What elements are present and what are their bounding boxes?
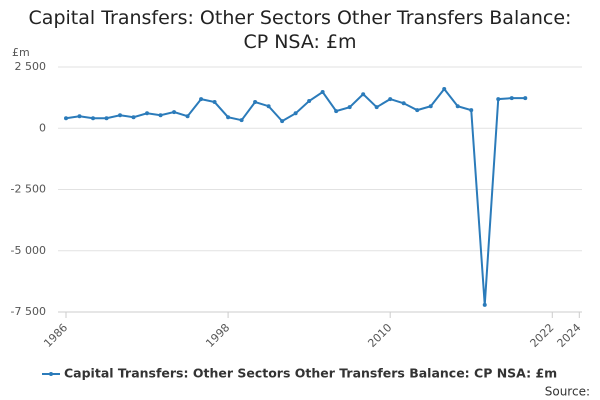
- marker: [482, 302, 487, 307]
- marker: [145, 111, 150, 116]
- chart-title: Capital Transfers: Other Sectors Other T…: [28, 7, 572, 53]
- marker: [280, 119, 285, 124]
- marker: [415, 108, 420, 113]
- marker: [158, 113, 163, 118]
- y-tick-label: -2 500: [11, 183, 46, 196]
- x-tick-label: 2010: [365, 321, 394, 350]
- marker: [523, 96, 528, 101]
- marker: [77, 114, 82, 119]
- marker: [104, 116, 109, 121]
- marker: [347, 105, 352, 110]
- marker: [91, 116, 96, 121]
- marker: [185, 114, 190, 119]
- y-tick-label: 2 500: [15, 60, 47, 73]
- legend-label: Capital Transfers: Other Sectors Other T…: [64, 366, 557, 381]
- marker: [239, 118, 244, 123]
- marker: [469, 108, 474, 113]
- marker: [361, 92, 366, 97]
- marker: [374, 105, 379, 110]
- marker: [320, 89, 325, 94]
- marker: [455, 104, 460, 109]
- marker: [293, 111, 298, 116]
- marker: [334, 109, 339, 114]
- marker: [118, 113, 123, 118]
- x-tick-label: 2024: [555, 321, 584, 350]
- source: Source:: [545, 385, 590, 399]
- marker: [226, 115, 231, 120]
- marker: [428, 104, 433, 109]
- marker: [253, 100, 258, 105]
- x-tick-label: 1986: [41, 321, 70, 350]
- marker: [64, 116, 68, 121]
- y-unit: £m: [12, 46, 30, 59]
- marker: [307, 99, 312, 104]
- marker: [212, 100, 217, 105]
- marker: [442, 87, 447, 92]
- y-tick-label: -5 000: [11, 244, 46, 257]
- x-tick-label: 1998: [203, 321, 232, 350]
- legend-marker: [49, 372, 53, 376]
- x-tick-label: 2022: [528, 321, 557, 350]
- marker: [509, 96, 514, 101]
- line: [65, 87, 526, 305]
- marker: [388, 97, 393, 102]
- marker: [199, 97, 204, 102]
- y-tick-label: 0: [39, 121, 46, 134]
- marker: [496, 97, 501, 102]
- marker: [401, 101, 406, 106]
- marker: [131, 115, 136, 120]
- y-tick-label: -7 500: [11, 305, 46, 318]
- marker: [266, 104, 271, 109]
- marker: [172, 110, 177, 115]
